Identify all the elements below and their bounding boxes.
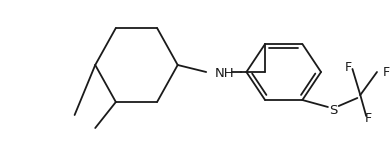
Text: F: F xyxy=(383,65,390,78)
Text: NH: NH xyxy=(215,66,235,79)
Text: F: F xyxy=(345,60,352,73)
Text: F: F xyxy=(365,112,372,125)
Text: S: S xyxy=(330,104,338,117)
